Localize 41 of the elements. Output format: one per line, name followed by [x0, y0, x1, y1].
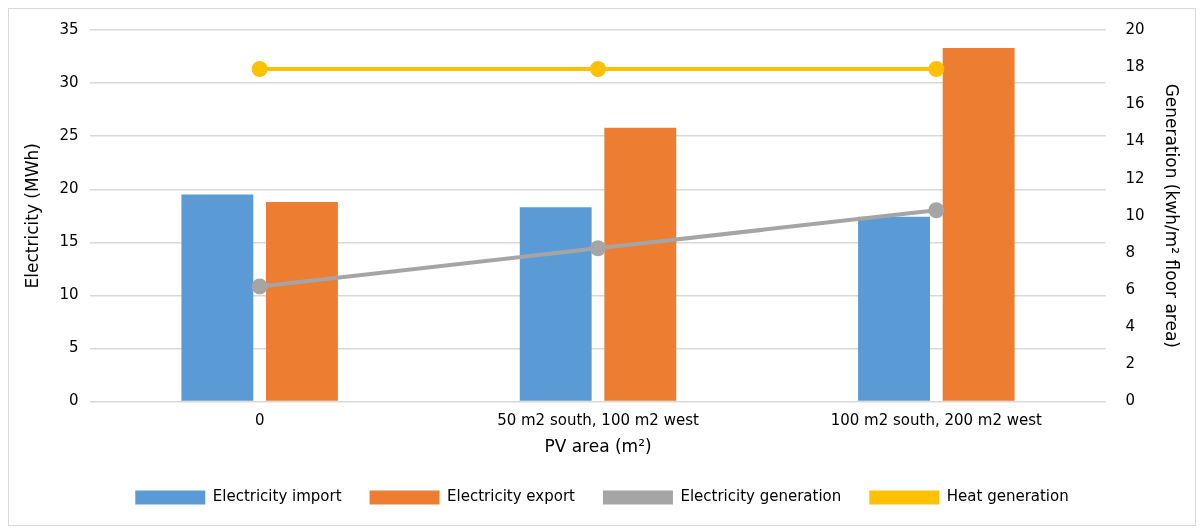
legend-label: Heat generation [946, 487, 1069, 506]
point [251, 61, 268, 78]
y2-tick-label: 2 [1125, 354, 1136, 373]
y-tick-label: 0 [68, 391, 79, 410]
x-tick-label: 100 m2 south, 200 m2 west [830, 411, 1043, 430]
y2-tick-label: 0 [1125, 391, 1136, 410]
bar [266, 202, 338, 401]
y-tick-label: 5 [68, 338, 79, 357]
bar [858, 216, 930, 401]
y2-tick-label: 6 [1125, 280, 1136, 299]
y2-tick-label: 12 [1125, 168, 1145, 187]
x-tick-label: 0 [254, 411, 265, 430]
point [928, 61, 945, 78]
y2-tick-label: 10 [1125, 205, 1145, 224]
y2-axis-title: Generation (kwh/m² floor area) [1162, 83, 1183, 348]
y2-tick-label: 16 [1125, 94, 1145, 113]
y-tick-label: 25 [59, 126, 79, 145]
legend-label: Electricity import [212, 487, 342, 506]
bar [181, 194, 254, 401]
point [928, 202, 945, 219]
y2-tick-label: 18 [1125, 57, 1145, 76]
legend-label: Electricity generation [680, 487, 842, 506]
x-tick-label: 50 m2 south, 100 m2 west [497, 411, 699, 430]
y-tick-label: 35 [59, 19, 79, 38]
y2-tick-label: 4 [1125, 317, 1136, 336]
point [590, 61, 606, 78]
y-tick-label: 20 [59, 179, 79, 198]
bar [604, 127, 677, 401]
y-tick-label: 30 [59, 72, 79, 91]
y2-tick-label: 20 [1125, 19, 1145, 38]
point [590, 240, 606, 257]
point [251, 278, 268, 295]
y-axis-title: Electricity (MWh) [21, 143, 42, 289]
bar [519, 207, 592, 401]
bar [942, 48, 1015, 401]
y2-tick-label: 8 [1125, 242, 1136, 261]
y-tick-label: 15 [59, 232, 79, 251]
y-tick-label: 10 [59, 285, 79, 304]
x-axis-title: PV area (m²) [544, 436, 652, 457]
legend-label: Electricity export [447, 487, 576, 506]
y2-tick-label: 14 [1125, 131, 1145, 150]
